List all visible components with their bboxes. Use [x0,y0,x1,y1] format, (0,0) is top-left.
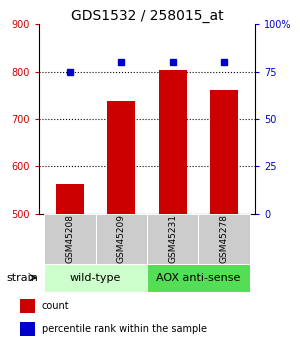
Bar [147,214,198,264]
Text: count: count [42,301,70,311]
Text: strain: strain [6,273,38,283]
Bar [44,264,147,292]
Text: percentile rank within the sample: percentile rank within the sample [42,324,207,334]
Text: AOX anti-sense: AOX anti-sense [156,273,241,283]
Bar [96,214,147,264]
Bar [198,214,250,264]
Bar [107,101,135,214]
Text: wild-type: wild-type [70,273,121,283]
Bar [159,70,187,214]
Bar [210,90,238,214]
Bar [20,322,35,336]
Text: GSM45208: GSM45208 [65,214,74,264]
Text: GSM45231: GSM45231 [168,214,177,264]
Bar [44,214,96,264]
Title: GDS1532 / 258015_at: GDS1532 / 258015_at [71,9,223,23]
Bar [56,184,84,214]
Bar [20,299,35,313]
Text: GSM45278: GSM45278 [220,214,229,264]
Text: GSM45209: GSM45209 [117,214,126,264]
Bar [147,264,250,292]
